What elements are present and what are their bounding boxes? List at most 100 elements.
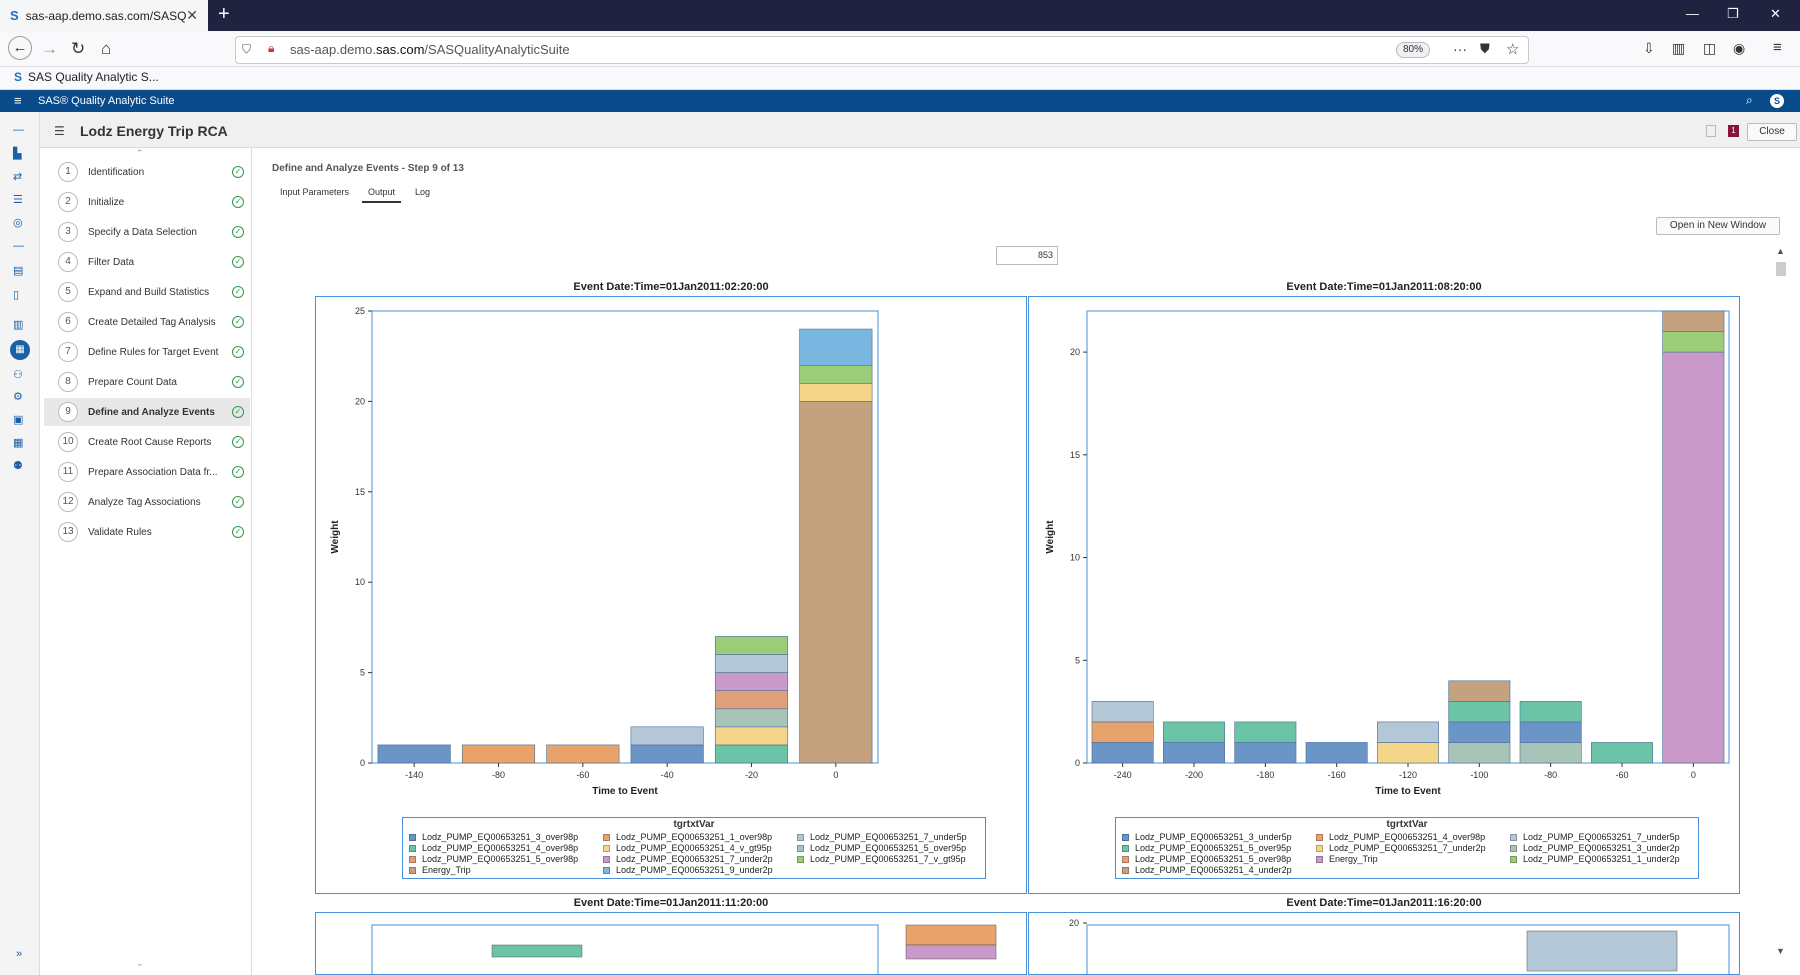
step-item[interactable]: 13 Validate Rules ✓: [44, 518, 250, 546]
rail-chart-icon[interactable]: ▥: [13, 319, 24, 331]
tab-log[interactable]: Log: [415, 187, 431, 197]
tab-output[interactable]: Output: [362, 187, 402, 203]
step-item[interactable]: 12 Analyze Tag Associations ✓: [44, 488, 250, 516]
step-item[interactable]: 2 Initialize ✓: [44, 188, 250, 216]
step-item[interactable]: 5 Expand and Build Statistics ✓: [44, 278, 250, 306]
x-tick-label: -180: [1256, 770, 1274, 780]
legend-swatch: [1316, 833, 1323, 841]
downloads-icon[interactable]: ⇩: [1643, 40, 1655, 56]
x-tick-label: -60: [576, 770, 589, 780]
checkmark-icon: ✓: [232, 496, 244, 508]
insecure-lock-icon[interactable]: 🔒︎: [268, 41, 275, 55]
step-item[interactable]: 6 Create Detailed Tag Analysis ✓: [44, 308, 250, 336]
x-tick-label: -20: [745, 770, 758, 780]
sidebar-toggle-icon[interactable]: ◫: [1703, 40, 1717, 56]
bar-segment: [905, 944, 997, 960]
rail-document-icon[interactable]: ▯: [13, 289, 20, 301]
rail-user-icon[interactable]: ⚉: [13, 460, 23, 472]
scroll-up-arrow-icon[interactable]: ▲: [1776, 246, 1785, 256]
bar-segment: [1377, 721, 1439, 743]
bookmark-item[interactable]: S SAS Quality Analytic S...: [14, 70, 159, 84]
legend-label: Lodz_PUMP_EQ00653251_1_under2p: [1523, 854, 1680, 864]
step-item[interactable]: 1 Identification ✓: [44, 158, 250, 186]
rail-settings-icon[interactable]: ⚙: [13, 391, 23, 403]
step-item[interactable]: 3 Specify a Data Selection ✓: [44, 218, 250, 246]
scroll-down-arrow-icon[interactable]: ▼: [1776, 946, 1785, 956]
chart-svg: 20: [1069, 918, 1730, 974]
restore-window-icon[interactable]: ❐: [1727, 6, 1739, 21]
rail-people-icon[interactable]: ⚇: [13, 369, 23, 381]
close-button[interactable]: Close: [1747, 123, 1797, 141]
bar-segment: [1163, 742, 1225, 764]
new-tab-icon[interactable]: +: [218, 3, 230, 25]
library-icon[interactable]: ▥: [1672, 40, 1686, 56]
tab-input-parameters[interactable]: Input Parameters: [280, 187, 350, 197]
rail-analysis-icon[interactable]: ▦: [10, 340, 30, 360]
page-icon[interactable]: [1706, 125, 1716, 137]
search-icon[interactable]: ⌕: [1746, 93, 1753, 107]
bar-segment: [1234, 721, 1297, 743]
scroll-up-icon[interactable]: ⌃: [136, 148, 144, 158]
step-number: 5: [58, 282, 78, 302]
bookmarks-bar: [0, 67, 1800, 90]
url-bar[interactable]: [235, 36, 1529, 64]
user-avatar[interactable]: S: [1770, 94, 1784, 108]
list-toggle-icon[interactable]: ☰: [54, 124, 65, 138]
checkmark-icon: ✓: [232, 256, 244, 268]
home-icon[interactable]: ⌂: [101, 39, 112, 58]
scrollbar-thumb[interactable]: [1776, 262, 1786, 276]
rail-hierarchy-icon[interactable]: ▙: [13, 148, 22, 160]
notification-badge[interactable]: 1: [1728, 125, 1739, 137]
more-actions-icon[interactable]: ···: [1453, 41, 1467, 57]
step-label: Create Root Cause Reports: [88, 436, 212, 448]
open-in-new-window-button[interactable]: Open in New Window: [1656, 217, 1780, 235]
bar-segment: [1526, 930, 1678, 972]
step-label: Initialize: [88, 196, 125, 208]
app-menu-icon[interactable]: ≡: [14, 93, 22, 108]
scroll-down-icon[interactable]: ⌄: [136, 958, 144, 968]
step-item[interactable]: 10 Create Root Cause Reports ✓: [44, 428, 250, 456]
minimize-window-icon[interactable]: —: [1686, 6, 1699, 21]
rail-flow-icon[interactable]: ⇄: [13, 171, 23, 183]
bar-segment: [1519, 701, 1582, 723]
expand-rail-icon[interactable]: »: [16, 948, 23, 960]
bookmark-star-icon[interactable]: ☆: [1506, 41, 1520, 58]
y-axis-label: Weight: [1045, 520, 1056, 554]
y-tick-label: 0: [1075, 758, 1080, 768]
legend-label: Lodz_PUMP_EQ00653251_5_over95p: [810, 843, 967, 853]
step-item[interactable]: 8 Prepare Count Data ✓: [44, 368, 250, 396]
rail-report-icon[interactable]: ▣: [13, 414, 24, 426]
rail-grid-icon[interactable]: ▦: [13, 437, 24, 449]
step-item[interactable]: 7 Define Rules for Target Event ✓: [44, 338, 250, 366]
account-icon[interactable]: ◉: [1733, 40, 1746, 56]
browser-menu-icon[interactable]: ≡: [1773, 39, 1782, 56]
step-item[interactable]: 9 Define and Analyze Events ✓: [44, 398, 250, 426]
rail-explore-icon[interactable]: ◎: [13, 217, 23, 229]
rail-table-icon[interactable]: ▤: [13, 265, 24, 277]
step-item[interactable]: 11 Prepare Association Data fr... ✓: [44, 458, 250, 486]
scrollbar[interactable]: [1774, 246, 1788, 961]
browser-tab[interactable]: S sas-aap.demo.sas.com/SASQu ✕: [0, 0, 208, 31]
x-tick-label: -200: [1185, 770, 1203, 780]
legend-item: Lodz_PUMP_EQ00653251_7_under2p: [603, 854, 773, 864]
legend-swatch: [1122, 866, 1129, 874]
forward-arrow-icon[interactable]: →: [41, 39, 58, 58]
rail-divider-icon: —: [13, 124, 24, 136]
step-item[interactable]: 4 Filter Data ✓: [44, 248, 250, 276]
shield-icon[interactable]: ⛉: [242, 42, 252, 56]
reload-icon[interactable]: ↻: [71, 39, 86, 58]
step-label: Validate Rules: [88, 526, 152, 538]
close-window-icon[interactable]: ✕: [1770, 6, 1781, 21]
chart-panel: 20: [1028, 912, 1740, 975]
bar-segment: [1163, 721, 1225, 743]
legend-label: Lodz_PUMP_EQ00653251_5_over98p: [1135, 854, 1292, 864]
pocket-icon[interactable]: ⛊: [1480, 41, 1490, 56]
x-tick-label: -60: [1615, 770, 1628, 780]
zoom-level-badge[interactable]: 80%: [1396, 42, 1430, 58]
close-tab-icon[interactable]: ✕: [186, 7, 198, 23]
back-arrow-icon[interactable]: ←: [8, 36, 32, 60]
bar-segment: [1591, 742, 1653, 764]
url-domain: sas.com: [376, 42, 425, 57]
rail-list-icon[interactable]: ☰: [13, 194, 23, 206]
rail-divider-icon: —: [13, 240, 24, 252]
